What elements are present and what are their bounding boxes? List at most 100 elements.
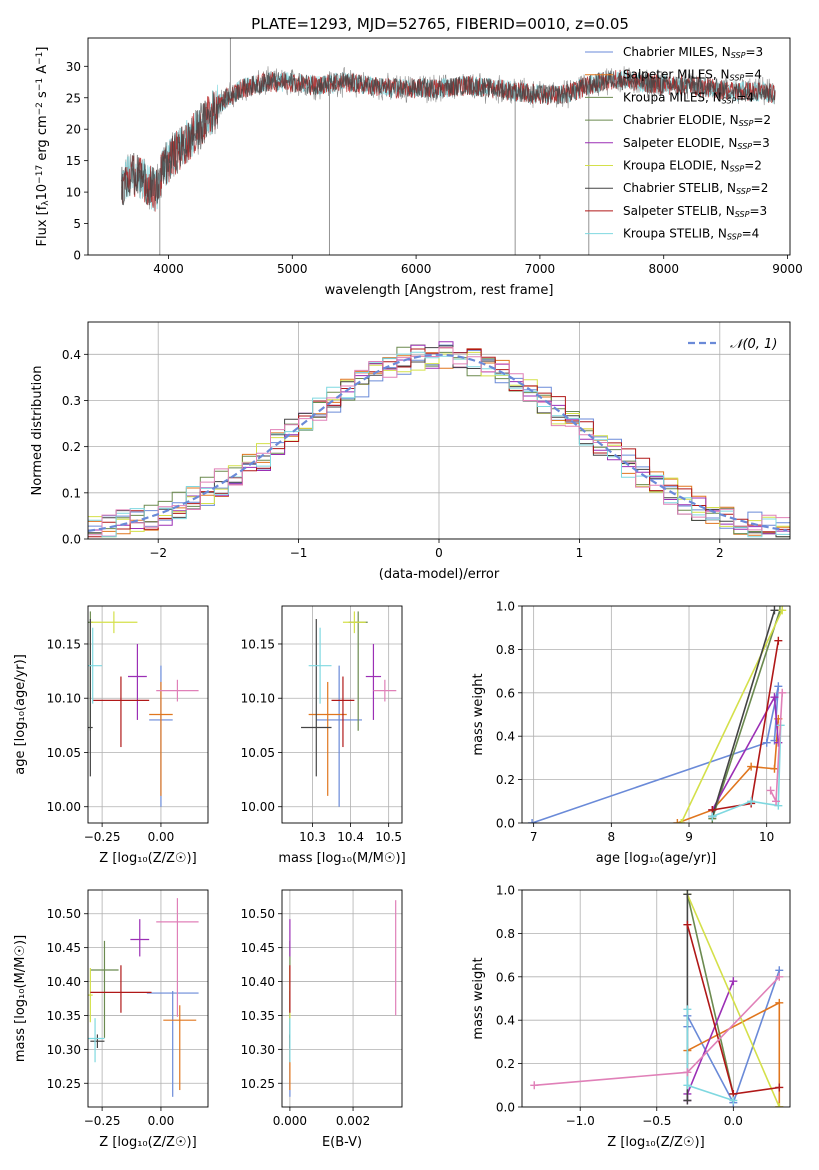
errorbar-point <box>365 643 382 720</box>
legend-value: =4 <box>736 90 754 104</box>
weight-marker <box>729 977 738 986</box>
weight-marker <box>747 762 756 771</box>
legend-entry: Salpeter STELIB, NSSP=3 <box>623 204 767 219</box>
x-axis-label: age [log₁₀(age/yr)] <box>596 851 717 866</box>
errorbar-point <box>348 611 368 731</box>
y-tick-label: 10.10 <box>241 692 275 706</box>
x-tick-label: −1 <box>290 546 308 560</box>
x-tick-label: 6000 <box>401 262 432 276</box>
y-tick-label: 10.05 <box>47 746 81 760</box>
plot-area-mass-vs-EBV <box>282 890 402 1107</box>
y-label-part: erg cm <box>35 115 50 164</box>
y-label-part: ] <box>35 47 50 52</box>
weight-series <box>686 894 735 1095</box>
legend-name: Chabrier MILES, N <box>623 45 731 59</box>
axes-frame <box>87 605 209 824</box>
legend-name: Kroupa MILES, N <box>623 90 722 104</box>
histogram-series <box>88 351 790 538</box>
x-axis-label: mass [log₁₀(M/M☉)] <box>278 851 405 866</box>
y-tick-label: 10 <box>66 186 81 200</box>
y-tick-label: 10.25 <box>241 1077 275 1091</box>
errorbar-point <box>342 611 366 634</box>
figure-title: PLATE=1293, MJD=52765, FIBERID=0010, z=0… <box>251 15 629 33</box>
y-tick-label: 10.30 <box>241 1043 275 1057</box>
axes-weight-vs-Z: −1.0 −0.5 0.0 0.0 0.2 0.4 0.6 0.8 1.0 Z [log₁₀(Z/… <box>471 884 791 1150</box>
x-axis-label: Z [log₁₀(Z/Z☉)] <box>99 851 196 866</box>
y-tick-label: 0.0 <box>62 533 81 547</box>
x-tick-label: 2 <box>716 546 724 560</box>
y-tick-label: 10.15 <box>47 637 81 651</box>
errorbar-point <box>88 1018 105 1063</box>
weight-marker <box>770 606 779 615</box>
y-tick-label: 10.25 <box>47 1077 81 1091</box>
legend-name: Kroupa ELODIE, N <box>623 159 730 173</box>
y-label-part: −2 <box>35 102 45 115</box>
y-tick-label: 10.00 <box>47 800 81 814</box>
y-tick-label: 1.0 <box>496 884 515 898</box>
errorbar-point <box>92 676 150 748</box>
legend-entry: Kroupa STELIB, NSSP=4 <box>623 227 759 242</box>
weight-marker <box>762 738 771 747</box>
legend-entry: Salpeter MILES, NSSP=4 <box>623 68 762 83</box>
axes-mass-vs-Z: −0.25 0.00 10.25 10.30 10.35 10.40 10.45 10.50 Z… <box>13 889 209 1150</box>
errorbar-point <box>90 965 152 1013</box>
y-tick-label: 10.50 <box>47 907 81 921</box>
legend-name: Salpeter STELIB, N <box>623 204 735 218</box>
y-tick-label: 0.1 <box>62 486 81 500</box>
weight-marker <box>683 1081 692 1090</box>
x-tick-label: 10.4 <box>337 830 364 844</box>
x-tick-label: 5000 <box>277 262 308 276</box>
y-tick-label: 10.30 <box>47 1043 81 1057</box>
axes-residuals: −2 −1 0 1 2 0.0 0.1 0.2 0.3 0.4 (data-model)/error… <box>30 321 791 582</box>
errorbar-point <box>301 619 332 777</box>
legend-value: =2 <box>744 159 762 173</box>
weight-marker <box>775 1103 784 1107</box>
x-tick-label: −0.25 <box>84 830 121 844</box>
x-tick-label: 0.00 <box>148 830 175 844</box>
y-label-part: s <box>35 91 50 102</box>
weight-marker <box>774 738 783 747</box>
y-tick-label: 0.4 <box>496 730 515 744</box>
y-tick-label: 25 <box>66 91 81 105</box>
legend-name: Salpeter ELODIE, N <box>623 136 737 150</box>
weight-marker <box>683 1005 692 1014</box>
x-axis-label: E(B-V) <box>322 1135 362 1150</box>
x-tick-label: −2 <box>149 546 167 560</box>
legend-value: =3 <box>752 136 770 150</box>
y-tick-label: 30 <box>66 60 81 74</box>
axes-weight-vs-age: 7 8 9 10 0.0 0.2 0.4 0.6 0.8 1.0 age [log₁₀(age/yr… <box>471 600 791 866</box>
x-tick-label: 0.000 <box>273 1114 307 1128</box>
y-tick-label: 0.6 <box>496 970 515 984</box>
errorbar-point <box>156 679 199 702</box>
axes-mass-vs-EBV: 0.000 0.002 10.25 10.30 10.35 10.40 10.45 10.50… <box>241 889 403 1150</box>
legend-sub: SSP <box>739 119 754 128</box>
spectrum-line <box>121 70 776 206</box>
legend-entry: Chabrier MILES, NSSP=3 <box>623 45 763 60</box>
weight-marker <box>778 688 787 697</box>
weight-series <box>680 609 783 823</box>
errorbar-point <box>130 919 150 957</box>
legend-entry: 𝒩(0, 1) <box>730 337 777 352</box>
weight-series <box>531 686 780 823</box>
errorbar-point <box>90 1034 105 1049</box>
weight-series <box>711 610 776 817</box>
weight-marker <box>775 972 784 981</box>
y-tick-label: 10.35 <box>241 1009 275 1023</box>
y-tick-label: 0.0 <box>496 817 515 831</box>
legend-name: Chabrier ELODIE, N <box>623 113 739 127</box>
axes-frame <box>281 605 403 824</box>
legend-entry: Kroupa ELODIE, NSSP=2 <box>623 159 762 174</box>
x-tick-label: 8 <box>608 830 616 844</box>
x-tick-label: 9000 <box>772 262 803 276</box>
y-tick-label: 1.0 <box>496 600 515 614</box>
errorbar-point <box>373 679 397 702</box>
errorbar-point <box>156 898 199 1017</box>
weight-series <box>686 893 781 1107</box>
plot-area-weight-vs-Z <box>522 890 790 1107</box>
x-tick-label: −0.25 <box>84 1114 121 1128</box>
y-tick-label: 10.15 <box>241 637 275 651</box>
errorbar-point <box>88 967 93 1023</box>
legend-sub: SSP <box>735 210 750 219</box>
x-tick-label: 7000 <box>525 262 556 276</box>
